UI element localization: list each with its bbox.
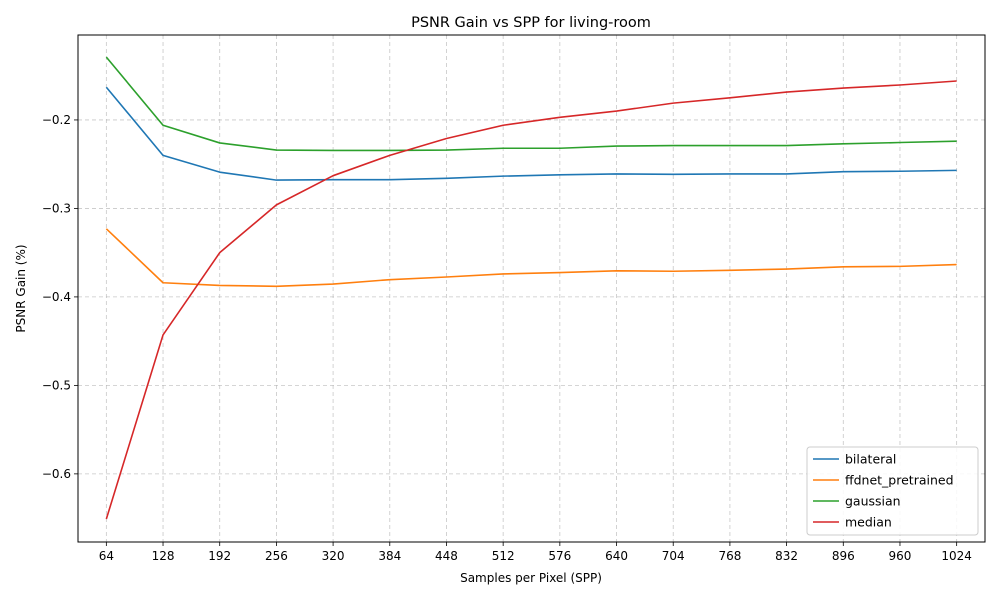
x-tick-label: 512 xyxy=(492,549,515,563)
y-tick-label: −0.2 xyxy=(42,113,71,127)
x-tick-label: 320 xyxy=(322,549,345,563)
x-tick-label: 576 xyxy=(548,549,571,563)
legend-entry: gaussian xyxy=(845,494,901,509)
x-axis-label: Samples per Pixel (SPP) xyxy=(460,571,602,585)
series-line-ffdnet-pretrained xyxy=(105,228,957,288)
x-tick-label: 704 xyxy=(662,549,685,563)
x-tick-label: 960 xyxy=(889,549,912,563)
x-tick-label: 1024 xyxy=(941,549,972,563)
legend: bilateral ffdnet_pretrained gaussian median xyxy=(806,446,979,536)
series-line-gaussian xyxy=(105,56,957,152)
y-tick-label: −0.6 xyxy=(42,467,71,481)
x-tick-label: 768 xyxy=(718,549,741,563)
legend-box xyxy=(806,446,979,536)
y-tick-label: −0.3 xyxy=(42,201,71,215)
series-line-median xyxy=(105,80,957,520)
y-axis-label: PSNR Gain (%) xyxy=(14,244,28,332)
y-tick-label: −0.5 xyxy=(42,378,71,392)
x-tick-label: 448 xyxy=(435,549,458,563)
legend-entry: bilateral xyxy=(845,452,896,467)
x-tick-label: 256 xyxy=(265,549,288,563)
legend-entry: median xyxy=(845,515,892,530)
grid xyxy=(78,35,985,542)
y-tick-label: −0.4 xyxy=(42,290,71,304)
chart-title: PSNR Gain vs SPP for living-room xyxy=(411,15,651,31)
series-lines xyxy=(105,56,957,520)
legend-entry: ffdnet_pretrained xyxy=(845,473,954,488)
x-tick-label: 640 xyxy=(605,549,628,563)
y-axis: −0.6 −0.5 −0.4 −0.3 −0.2 xyxy=(42,113,78,481)
x-tick-label: 128 xyxy=(152,549,175,563)
x-tick-label: 896 xyxy=(832,549,855,563)
x-tick-label: 832 xyxy=(775,549,798,563)
plot-area-frame xyxy=(77,34,986,543)
x-tick-label: 384 xyxy=(378,549,401,563)
x-axis: 64 128 192 256 320 384 448 512 576 640 704 768 832 89… xyxy=(99,542,972,563)
series-line-bilateral xyxy=(105,86,957,181)
x-tick-label: 192 xyxy=(208,549,231,563)
x-tick-label: 64 xyxy=(99,549,114,563)
